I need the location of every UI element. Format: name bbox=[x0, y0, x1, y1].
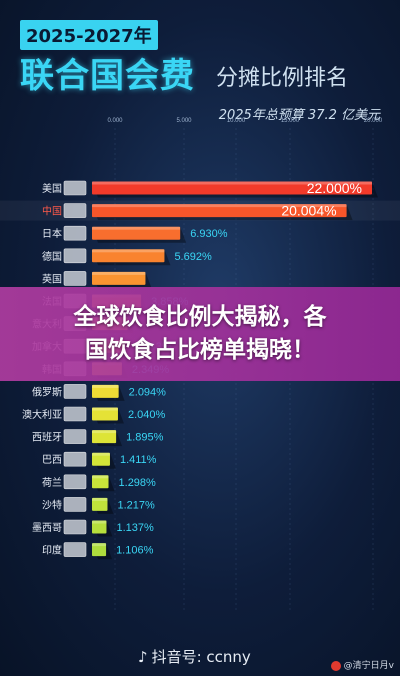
bar bbox=[92, 226, 181, 240]
footer: ♪ 抖音号: ccnny @清宁日月v bbox=[0, 636, 400, 676]
category-label: 西班牙 bbox=[32, 432, 62, 444]
category-label: 荷兰 bbox=[42, 476, 62, 489]
tiktok-note-icon: ♪ bbox=[138, 648, 148, 666]
flag-icon bbox=[63, 497, 87, 512]
bar bbox=[92, 452, 110, 466]
bar bbox=[92, 271, 146, 285]
bar bbox=[92, 430, 117, 444]
category-label: 巴西 bbox=[42, 454, 62, 466]
bar bbox=[92, 407, 118, 421]
flag-icon bbox=[63, 271, 87, 286]
flag-icon bbox=[63, 225, 87, 241]
bar-chart: 0.000 5.000 10.000 15.000 20.000 美国 22.000% 中国 2… bbox=[0, 118, 400, 610]
flag-icon bbox=[63, 406, 87, 422]
banner-line-2: 国饮食占比榜单揭晓！ bbox=[85, 337, 315, 363]
bar-highlight bbox=[92, 407, 118, 411]
category-label: 印度 bbox=[42, 544, 62, 557]
category-label: 沙特 bbox=[42, 499, 62, 511]
data-label: 20.004% bbox=[281, 203, 336, 219]
x-tick-label: 20.000 bbox=[364, 118, 383, 124]
bar-highlight bbox=[92, 475, 109, 479]
data-label: 1.298% bbox=[119, 477, 157, 489]
weibo-watermark: @清宁日月v bbox=[330, 658, 394, 671]
bar-highlight bbox=[92, 181, 372, 185]
flag-icon bbox=[63, 203, 87, 218]
category-label: 日本 bbox=[42, 227, 62, 240]
data-label: 1.106% bbox=[116, 545, 154, 557]
bar bbox=[92, 475, 109, 489]
bar bbox=[92, 181, 372, 195]
data-label: 2.094% bbox=[129, 386, 167, 398]
weibo-id: @清宁日月v bbox=[343, 661, 394, 671]
chart-subtitle: 分摊比例排名 bbox=[216, 66, 349, 91]
category-label: 英国 bbox=[42, 272, 62, 285]
bar-highlight bbox=[92, 543, 107, 547]
bar bbox=[92, 204, 347, 218]
data-label: 1.137% bbox=[116, 522, 154, 534]
x-tick-label: 5.000 bbox=[176, 118, 192, 124]
bar-highlight bbox=[92, 497, 108, 501]
data-label: 1.411% bbox=[120, 454, 157, 466]
flag-icon bbox=[63, 180, 87, 196]
data-label: 22.000% bbox=[307, 180, 362, 196]
category-label: 俄罗斯 bbox=[32, 385, 62, 398]
bar bbox=[92, 497, 108, 511]
category-label: 美国 bbox=[42, 182, 62, 195]
douyin-watermark: ♪ 抖音号: ccnny bbox=[138, 646, 251, 667]
flag-icon bbox=[63, 474, 87, 490]
category-label: 澳大利亚 bbox=[22, 408, 62, 421]
title-year: 2025-2027年 bbox=[20, 20, 158, 50]
bar bbox=[92, 249, 165, 263]
bar-highlight bbox=[92, 520, 107, 524]
category-label: 中国 bbox=[42, 205, 62, 218]
chart-title: 联合国会费 bbox=[20, 56, 195, 96]
bar-highlight bbox=[92, 384, 119, 388]
bar-highlight bbox=[92, 271, 146, 275]
flag-icon bbox=[63, 451, 87, 467]
category-label: 墨西哥 bbox=[32, 522, 62, 534]
flag-icon bbox=[63, 519, 87, 535]
budget-label: 2025年总预算 37.2 亿美元 bbox=[218, 108, 380, 123]
flag-icon bbox=[63, 248, 87, 264]
douyin-id: 抖音号: ccnny bbox=[151, 648, 251, 666]
bar-highlight bbox=[92, 204, 347, 208]
banner-line-1: 全球饮食比例大揭秘，各 bbox=[73, 304, 327, 330]
bar bbox=[92, 384, 119, 398]
bar-highlight bbox=[92, 452, 110, 456]
bar-highlight bbox=[92, 249, 165, 253]
flag-icon bbox=[63, 384, 87, 399]
data-label: 2.040% bbox=[128, 409, 166, 421]
x-tick-label: 0.000 bbox=[107, 118, 123, 124]
category-label: 德国 bbox=[42, 250, 62, 263]
weibo-icon bbox=[330, 660, 341, 671]
bar-highlight bbox=[92, 430, 117, 434]
x-tick-label: 15.000 bbox=[281, 118, 300, 124]
bar-highlight bbox=[92, 226, 181, 230]
bar bbox=[92, 543, 107, 557]
x-tick-label: 10.000 bbox=[227, 118, 246, 124]
flag-icon bbox=[63, 542, 87, 557]
data-label: 6.930% bbox=[190, 228, 228, 240]
bar bbox=[92, 520, 107, 534]
flag-icon bbox=[63, 429, 87, 444]
data-label: 1.217% bbox=[117, 499, 155, 511]
data-label: 1.895% bbox=[126, 432, 164, 444]
data-label: 5.692% bbox=[174, 251, 212, 263]
overlay-banner: 全球饮食比例大揭秘，各 国饮食占比榜单揭晓！ bbox=[0, 287, 400, 381]
